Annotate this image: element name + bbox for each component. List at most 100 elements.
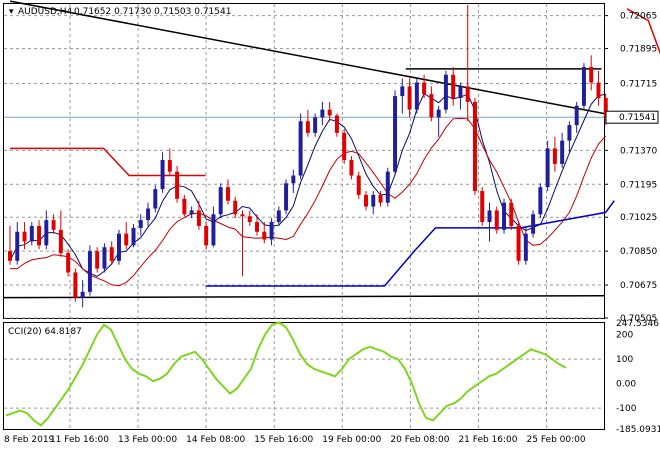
price-tick-label: 0.70850 [620,247,657,257]
candle-body [175,171,180,199]
candle-body [269,222,274,240]
candle-body [356,175,361,195]
x-tick-label: 8 Feb 2019 [4,435,55,445]
candle-body [436,109,441,118]
cci-y-axis: 247.5346 200 100 0.00 -100 -185.0931 [616,319,660,435]
candle-body [502,202,507,230]
candle-body [342,132,347,161]
candle-body [218,187,223,215]
candle-body [465,86,470,102]
candle-body [400,86,405,97]
candle-body [552,148,557,164]
candle-body [138,220,143,228]
stop-line-red-right [626,8,660,55]
price-tick-label: 0.70505 [620,314,657,324]
candle-body [487,210,492,223]
candle-body [87,251,92,292]
candle-body [22,231,27,242]
candle-body [255,222,260,232]
cci-tick-label: 0.00 [616,380,636,390]
x-tick-label: 13 Feb 00:00 [118,435,177,445]
candle-body [58,229,63,254]
candle-body [574,105,579,126]
candle-body [523,233,528,261]
cci-line [5,321,567,427]
candle-body [516,225,521,261]
candle-body [298,121,303,176]
price-tick-label: 0.72065 [620,12,657,22]
candle-body [407,86,412,110]
price-grid [4,4,604,319]
descending-trendline [9,0,605,115]
cci-title: CCI(20) 64.8187 [8,327,82,337]
candle-body [429,94,434,118]
candle-body [422,82,427,95]
candle-body [596,82,601,99]
cci-series [5,321,567,427]
current-price-label: 0.71541 [619,113,656,123]
fast-ma-line [9,92,606,277]
candle-body [545,148,550,188]
candle-body [51,220,56,230]
candle-body [66,253,71,273]
candle-body [313,117,318,133]
price-tick-label: 0.71025 [620,213,657,223]
candle-body [443,74,448,110]
cci-tick-label: 247.5346 [616,319,659,329]
price-pane: 0.72065 0.71895 0.71715 0.71370 0.71195 0.710… [3,0,660,324]
candle-body [80,291,85,298]
dropdown-icon[interactable]: ▾ [9,7,14,17]
x-tick-label: 15 Feb 16:00 [254,435,313,445]
candle-body [73,272,78,298]
candle-body [167,160,172,172]
price-tick-label: 0.71370 [620,146,657,156]
cci-tick-label: -100 [616,404,637,414]
candle-body [509,202,514,226]
price-objects [3,0,660,299]
candle-body [320,109,325,118]
candle-body [385,171,390,203]
stop-line-red-left [10,147,206,177]
cci-tick-label: -185.0931 [616,425,660,435]
candle-body [480,191,485,223]
candle-body [240,214,245,217]
candle-body [531,214,536,234]
candle-body [305,121,310,133]
x-tick-label: 25 Feb 00:00 [527,435,586,445]
price-tick-label: 0.71715 [620,79,657,89]
candle-body [414,82,419,110]
support-line [3,294,605,299]
candle-body [603,98,608,118]
candle-body [560,140,565,164]
candle-body [124,233,129,246]
candle-body [15,231,20,261]
candle-body [589,66,594,83]
x-tick-label: 14 Feb 08:00 [186,435,245,445]
candle-body [233,200,238,215]
candle-body [37,225,42,246]
candle-body [102,247,107,269]
x-tick-label: 19 Feb 00:00 [322,435,381,445]
candle-body [225,187,230,201]
candle-body [160,160,165,190]
candle-body [472,101,477,192]
price-tick-label: 0.70675 [620,281,657,291]
candle-body [95,251,100,269]
candle-body [581,66,586,106]
candle-body [567,125,572,141]
candles [8,4,608,308]
slow-ma-line [10,117,607,287]
candle-body [393,96,398,172]
current-price-box [605,110,659,124]
candle-body [364,194,368,207]
candle-body [451,74,456,99]
candle-body [211,214,216,246]
candle-body [196,210,201,226]
price-y-axis: 0.72065 0.71895 0.71715 0.71370 0.71195 0.710… [604,12,659,324]
candle-body [189,210,194,215]
candle-body [146,208,151,221]
x-tick-label: 11 Feb 16:00 [50,435,109,445]
x-tick-label: 20 Feb 08:00 [390,435,449,445]
x-tick-label: 21 Feb 16:00 [458,435,517,445]
